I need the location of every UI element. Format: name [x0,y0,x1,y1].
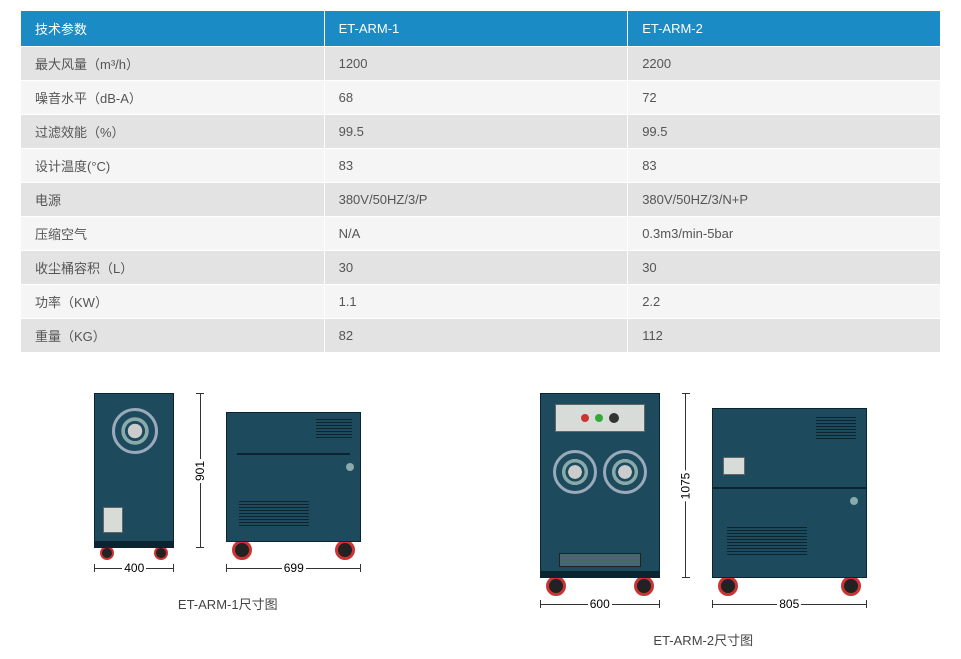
cell-label: 电源 [21,183,325,217]
th-model2: ET-ARM-2 [628,11,941,47]
arm1-side-view [226,412,361,560]
cell-label: 压缩空气 [21,217,325,251]
dim-arm2-front-w: 600 [588,597,612,611]
arm2-front-view [540,393,660,596]
table-row: 收尘桶容积（L）3030 [21,251,941,285]
cell-v1: N/A [324,217,628,251]
cell-v2: 380V/50HZ/3/N+P [628,183,941,217]
th-param: 技术参数 [21,11,325,47]
cell-v1: 83 [324,149,628,183]
th-model1: ET-ARM-1 [324,11,628,47]
cell-v1: 68 [324,81,628,115]
cell-v1: 82 [324,319,628,353]
cell-v2: 2.2 [628,285,941,319]
cell-label: 收尘桶容积（L） [21,251,325,285]
table-row: 设计温度(°C)8383 [21,149,941,183]
cell-label: 设计温度(°C) [21,149,325,183]
arm2-side-view [712,408,867,596]
cell-v1: 380V/50HZ/3/P [324,183,628,217]
cell-v1: 1.1 [324,285,628,319]
cell-v1: 99.5 [324,115,628,149]
cell-v2: 0.3m3/min-5bar [628,217,941,251]
table-row: 压缩空气N/A0.3m3/min-5bar [21,217,941,251]
table-row: 最大风量（m³/h）12002200 [21,47,941,81]
diagram-arm1: 400 901 [94,393,361,649]
table-row: 电源380V/50HZ/3/P380V/50HZ/3/N+P [21,183,941,217]
cell-label: 最大风量（m³/h） [21,47,325,81]
diagrams-section: 400 901 [20,393,941,649]
cell-label: 噪音水平（dB-A） [21,81,325,115]
arm1-caption: ET-ARM-1尺寸图 [94,594,361,613]
dim-arm1-height: 901 [193,458,207,482]
cell-label: 过滤效能（%） [21,115,325,149]
cell-v1: 1200 [324,47,628,81]
cell-label: 功率（KW） [21,285,325,319]
spec-table: 技术参数 ET-ARM-1 ET-ARM-2 最大风量（m³/h）1200220… [20,10,941,353]
arm1-front-view [94,393,174,560]
cell-label: 重量（KG） [21,319,325,353]
spec-tbody: 最大风量（m³/h）12002200噪音水平（dB-A）6872过滤效能（%）9… [21,47,941,353]
cell-v1: 30 [324,251,628,285]
table-row: 重量（KG）82112 [21,319,941,353]
dim-arm1-front-w: 400 [122,561,146,575]
cell-v2: 112 [628,319,941,353]
table-row: 过滤效能（%）99.599.5 [21,115,941,149]
cell-v2: 72 [628,81,941,115]
cell-v2: 2200 [628,47,941,81]
dim-arm2-side-w: 805 [777,597,801,611]
cell-v2: 83 [628,149,941,183]
table-row: 功率（KW）1.12.2 [21,285,941,319]
dim-arm1-side-w: 699 [282,561,306,575]
cell-v2: 30 [628,251,941,285]
arm2-caption: ET-ARM-2尺寸图 [540,630,867,649]
cell-v2: 99.5 [628,115,941,149]
table-row: 噪音水平（dB-A）6872 [21,81,941,115]
diagram-arm2: 600 1075 [540,393,867,649]
dim-arm2-height: 1075 [679,470,693,501]
